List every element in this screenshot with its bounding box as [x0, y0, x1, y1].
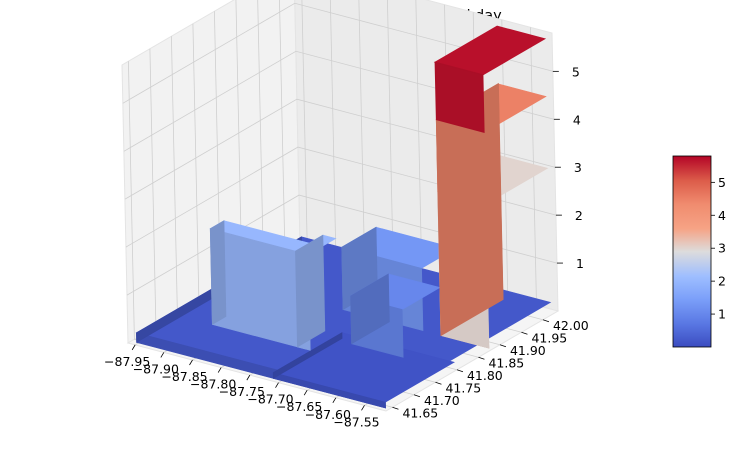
z-tick-label: 1: [576, 256, 584, 271]
x-tick-label: −87.85: [161, 369, 207, 384]
axis-ticks: −87.95−87.90−87.85−87.80−87.75−87.70−87.…: [104, 64, 589, 429]
z-tick-label: 3: [574, 160, 582, 175]
x-tick-mark: [246, 374, 251, 381]
colorbar-tick-label: 4: [718, 208, 726, 223]
y-tick-label: 41.95: [531, 330, 567, 345]
colorbar-tick-label: 5: [718, 175, 726, 190]
y-tick-label: 41.80: [467, 368, 503, 383]
y-tick-label: 41.75: [445, 380, 481, 395]
surface-ne-column: [433, 25, 547, 349]
x-tick-label: −87.55: [333, 414, 379, 429]
x-tick-mark: [332, 397, 337, 403]
z-tick-label: 2: [575, 208, 583, 223]
y-tick-mark: [499, 344, 507, 348]
y-tick-label: 41.85: [488, 355, 524, 370]
x-tick-label: −87.95: [104, 354, 150, 369]
y-tick-mark: [413, 394, 421, 398]
y-tick-mark: [521, 331, 528, 335]
colorbar-tick-label: 3: [718, 241, 726, 256]
surface-mesh: [135, 25, 552, 409]
x-tick-label: −87.90: [133, 361, 179, 376]
x-tick-label: −87.65: [276, 399, 322, 414]
colorbar: 1 2 3 4 5: [672, 155, 726, 348]
x-tick-mark: [131, 344, 136, 351]
y-tick-mark: [435, 381, 442, 385]
y-tick-label: 41.70: [424, 393, 460, 408]
y-tick-mark: [542, 319, 550, 323]
x-tick-label: −87.80: [190, 377, 236, 392]
colorbar-gradient: [672, 155, 712, 348]
y-tick-mark: [456, 369, 464, 373]
y-tick-label: 41.90: [510, 343, 546, 358]
x-tick-mark: [303, 390, 308, 396]
y-tick-mark: [392, 406, 399, 410]
surface-corridor: [349, 273, 441, 358]
colorbar-tick-label: 1: [718, 307, 726, 322]
colorbar-tick-label: 2: [718, 274, 726, 289]
x-tick-label: −87.70: [247, 392, 293, 407]
z-tick-label: 4: [573, 112, 581, 127]
x-tick-label: −87.75: [219, 384, 265, 399]
surface-base-dip: [272, 332, 455, 409]
x-tick-mark: [275, 382, 279, 388]
x-tick-mark: [361, 405, 365, 411]
x-tick-mark: [160, 352, 165, 358]
x-tick-mark: [189, 359, 193, 366]
surface-narrow-ridge: [294, 234, 337, 351]
y-tick-mark: [478, 356, 485, 360]
x-tick-label: −87.60: [305, 407, 351, 422]
y-tick-label: 41.65: [402, 405, 438, 420]
x-tick-mark: [217, 367, 222, 373]
y-tick-label: 42.00: [553, 318, 589, 333]
z-tick-label: 5: [572, 64, 580, 79]
